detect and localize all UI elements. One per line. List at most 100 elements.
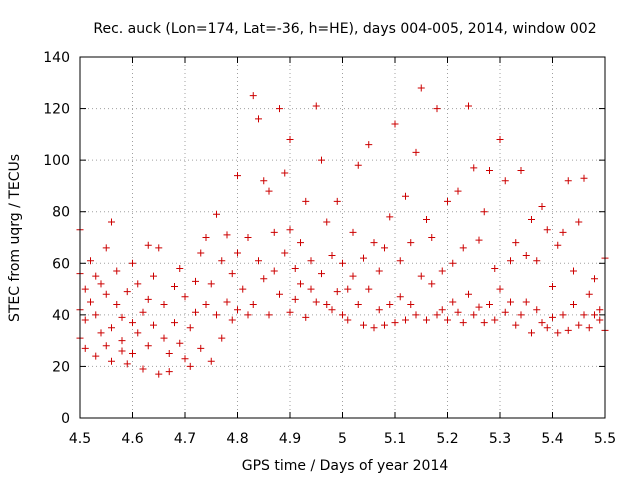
y-tick-label: 100 (43, 153, 70, 169)
data-point (486, 301, 493, 309)
data-point (213, 210, 220, 218)
data-point (176, 339, 184, 347)
data-point (302, 313, 310, 321)
data-point (412, 148, 420, 156)
data-point (496, 285, 504, 293)
data-point (139, 308, 147, 316)
x-axis-label: GPS time / Days of year 2014 (242, 458, 449, 474)
data-point (417, 84, 425, 92)
data-point (564, 326, 572, 334)
data-point (349, 228, 357, 236)
y-tick-label: 140 (43, 50, 70, 66)
data-point (139, 365, 147, 373)
data-point (160, 334, 168, 342)
data-point (265, 187, 273, 195)
data-point (344, 316, 352, 324)
y-tick-label: 80 (52, 205, 70, 221)
data-point (570, 267, 577, 275)
data-point (596, 306, 604, 314)
data-point (129, 350, 136, 358)
data-point (575, 321, 583, 329)
data-point (507, 257, 514, 265)
data-point (512, 239, 520, 247)
data-point (328, 252, 336, 260)
data-point (575, 218, 583, 226)
data-point (165, 368, 173, 376)
data-point (323, 218, 331, 226)
data-point (396, 293, 404, 301)
data-point (591, 275, 598, 283)
data-point (381, 244, 388, 252)
data-point (318, 270, 325, 278)
data-point (480, 208, 488, 216)
data-point (428, 280, 436, 288)
x-tick-label: 4.9 (279, 431, 301, 447)
data-point (234, 172, 241, 180)
data-point (570, 301, 577, 309)
data-point (475, 236, 483, 244)
data-point (276, 290, 283, 298)
data-point (307, 285, 315, 293)
data-point (402, 192, 409, 200)
data-point (512, 321, 520, 329)
data-points (76, 84, 609, 378)
data-point (286, 136, 294, 144)
data-point (470, 164, 478, 172)
x-tick-label: 5.2 (436, 431, 458, 447)
data-point (533, 306, 541, 314)
data-point (297, 280, 304, 288)
data-point (417, 272, 425, 280)
data-point (580, 174, 588, 182)
data-point (102, 290, 110, 298)
data-point (559, 228, 567, 236)
data-point (97, 329, 105, 337)
y-tick-label: 0 (61, 411, 70, 427)
y-tick-label: 20 (52, 359, 70, 375)
data-point (129, 319, 136, 327)
data-point (234, 249, 241, 257)
data-point (213, 311, 220, 319)
data-point (291, 264, 299, 272)
data-point (528, 329, 535, 337)
data-point (192, 308, 199, 316)
y-tick-label: 120 (43, 102, 70, 118)
data-point (517, 166, 525, 174)
data-point (223, 231, 231, 239)
data-point (291, 295, 299, 303)
data-point (522, 298, 530, 306)
data-point (375, 267, 383, 275)
data-point (333, 288, 341, 296)
data-point (92, 272, 100, 280)
data-point (365, 141, 373, 149)
data-point (118, 337, 126, 345)
data-point (155, 370, 163, 378)
data-point (486, 166, 493, 174)
data-point (423, 215, 430, 223)
data-point (491, 264, 499, 272)
data-point (223, 298, 231, 306)
data-point (144, 342, 152, 350)
data-point (549, 282, 556, 290)
axis-ticks: 4.5 4.6 4.7 4.8 4.9 5 5.1 5.2 5.3 5.4 5.5 0 20 40 60 80… (43, 50, 616, 447)
data-point (480, 319, 488, 327)
data-point (386, 301, 394, 309)
data-point (549, 313, 556, 321)
data-point (391, 120, 399, 128)
data-point (270, 267, 278, 275)
data-point (113, 301, 121, 309)
data-point (218, 334, 226, 342)
data-point (559, 311, 567, 319)
data-point (543, 324, 551, 332)
data-point (407, 301, 415, 309)
data-point (255, 115, 262, 123)
data-point (150, 321, 157, 329)
data-point (365, 285, 373, 293)
data-point (528, 215, 535, 223)
data-point (181, 293, 189, 301)
data-point (281, 249, 289, 257)
data-point (286, 226, 294, 234)
data-point (501, 177, 509, 185)
data-point (370, 239, 378, 247)
data-point (297, 239, 304, 247)
data-point (181, 355, 189, 363)
